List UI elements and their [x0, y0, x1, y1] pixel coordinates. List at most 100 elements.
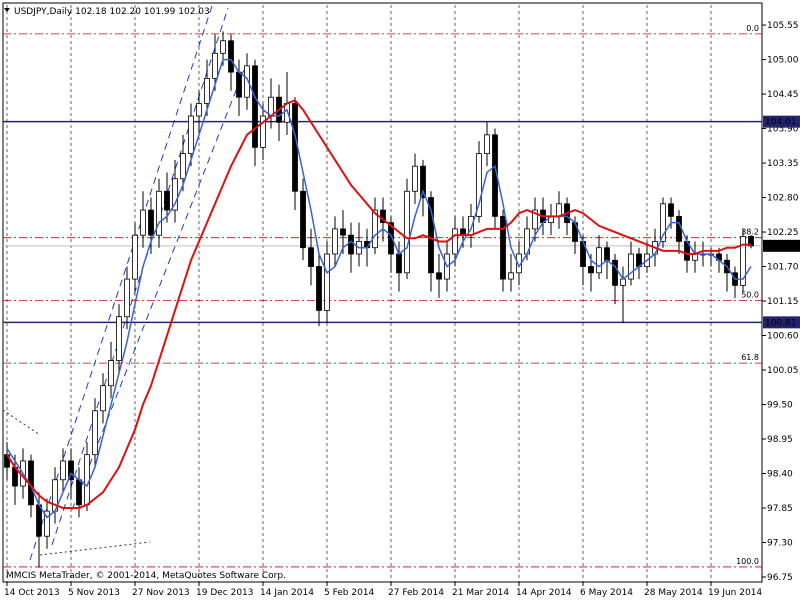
candle-body [212, 52, 218, 79]
candle-body [84, 454, 90, 506]
x-tick-label: 14 Oct 2013 [4, 588, 60, 598]
last-price-label: 102.03 [765, 242, 797, 252]
y-tick-label: 99.50 [767, 401, 793, 411]
fib-label: 61.8 [741, 353, 759, 362]
x-tick-label: 21 Mar 2014 [452, 588, 509, 598]
candle-body [172, 178, 178, 211]
candle-body [268, 96, 274, 117]
y-tick-label: 102.25 [767, 228, 799, 238]
candle-body [420, 165, 426, 198]
fib-label: 38.2 [741, 228, 759, 237]
y-tick-label: 96.75 [767, 573, 793, 583]
candle-body [292, 103, 298, 192]
candle-body [604, 247, 610, 261]
x-tick-label: 27 Nov 2013 [132, 588, 190, 598]
candle-body [116, 316, 122, 362]
x-tick-label: 6 May 2014 [580, 588, 633, 598]
candle-body [412, 165, 418, 192]
candle-body [324, 253, 330, 311]
candle-body [428, 197, 434, 274]
candle-body [660, 203, 666, 242]
candle-body [180, 153, 186, 180]
candle-body [500, 215, 506, 280]
plot-frame [2, 2, 763, 583]
candle-body [196, 103, 202, 117]
y-tick-label: 100.60 [767, 332, 799, 342]
moving-average [6, 58, 752, 519]
guide-line [39, 541, 151, 556]
candle-body [372, 209, 378, 249]
candle-body [628, 253, 634, 280]
candle-body [236, 71, 242, 98]
y-tick-label: 103.90 [767, 125, 799, 135]
quote-close: 102.03 [178, 7, 210, 17]
candle-body [204, 77, 210, 104]
candle-body [132, 234, 138, 280]
candle-body [228, 40, 234, 73]
x-tick-label: 19 Jun 2014 [708, 588, 762, 598]
y-tick-label: 103.35 [767, 159, 799, 169]
x-tick-label: 19 Dec 2013 [196, 588, 254, 598]
candle-body [452, 228, 458, 255]
footer: MMCIS MetaTrader, © 2001-2014, MetaQuote… [6, 571, 286, 581]
candle-body [220, 40, 226, 54]
candle-body [340, 228, 346, 236]
candle-body [388, 222, 394, 255]
candle-body [676, 215, 682, 242]
candle-body [316, 266, 322, 311]
quote-high: 102.20 [110, 7, 142, 17]
quote-low: 101.99 [144, 7, 176, 17]
y-tick-label: 105.55 [767, 21, 799, 31]
candle-body [332, 228, 338, 255]
candle-body [404, 190, 410, 274]
candle-body [300, 190, 306, 249]
candle-body [556, 203, 562, 217]
candle-body [348, 234, 354, 255]
y-tick-label: 101.15 [767, 297, 799, 307]
x-tick-label: 14 Apr 2014 [516, 588, 572, 598]
y-tick-label: 104.45 [767, 90, 799, 100]
candle-body [124, 278, 130, 318]
candle-body [188, 115, 194, 155]
x-tick-label: 14 Jan 2014 [260, 588, 314, 598]
candle-body [396, 253, 402, 274]
candle-body [92, 410, 98, 456]
candle-body [44, 510, 50, 537]
candle-body [252, 65, 258, 148]
x-tick-label: 5 Nov 2013 [68, 588, 120, 598]
last-price-tag [763, 239, 800, 252]
channel-line [71, 69, 245, 511]
fib-label: 100.0 [736, 557, 759, 566]
candle-body [148, 209, 154, 236]
y-tick-label: 98.40 [767, 469, 793, 479]
candle-body [668, 203, 674, 217]
candle-body [100, 385, 106, 412]
candle-body [68, 460, 74, 481]
candle-body [748, 236, 754, 247]
level-label: 100.81 [765, 318, 797, 328]
candle-body [76, 479, 82, 506]
x-tick-label: 5 Feb 2014 [324, 588, 375, 598]
candle-body [140, 209, 146, 236]
candle-body [588, 266, 594, 274]
candle-body [532, 209, 538, 230]
candle-body [156, 190, 162, 236]
candle-body [596, 247, 602, 274]
candle-body [484, 134, 490, 155]
y-tick-label: 105.00 [767, 56, 799, 66]
x-tick-label: 27 Feb 2014 [388, 588, 444, 598]
moving-average [6, 99, 751, 509]
candle-body [436, 272, 442, 280]
candle-body [60, 460, 66, 481]
candle-body [164, 190, 170, 211]
candle-body [476, 153, 482, 217]
candle-body [260, 115, 266, 148]
candle-body [740, 236, 746, 286]
fib-label: 50.0 [741, 290, 759, 299]
y-tick-label: 100.05 [767, 366, 799, 376]
y-tick-label: 102.80 [767, 194, 799, 204]
level-label: 104.01 [765, 118, 797, 128]
chart-header: USDJPY,Daily 102.18 102.20 101.99 102.03 [14, 7, 210, 17]
y-tick-label: 98.95 [767, 435, 793, 445]
